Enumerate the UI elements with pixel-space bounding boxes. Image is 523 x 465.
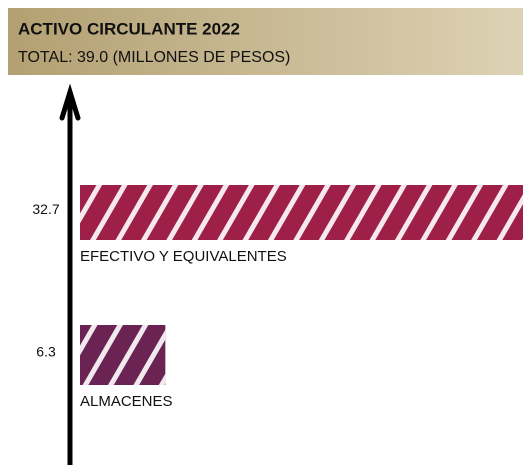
value-label: 6.3 bbox=[36, 344, 56, 360]
header-band bbox=[8, 8, 523, 75]
bar-hatch bbox=[80, 325, 166, 385]
category-label: EFECTIVO Y EQUIVALENTES bbox=[80, 248, 287, 265]
chart-title: ACTIVO CIRCULANTE 2022 bbox=[18, 19, 240, 38]
chart-subtitle: TOTAL: 39.0 (MILLONES DE PESOS) bbox=[18, 49, 290, 66]
bar-hatch bbox=[80, 185, 523, 240]
value-label: 32.7 bbox=[32, 201, 59, 217]
category-label: ALMACENES bbox=[80, 393, 173, 410]
axis-arrow bbox=[59, 83, 81, 465]
